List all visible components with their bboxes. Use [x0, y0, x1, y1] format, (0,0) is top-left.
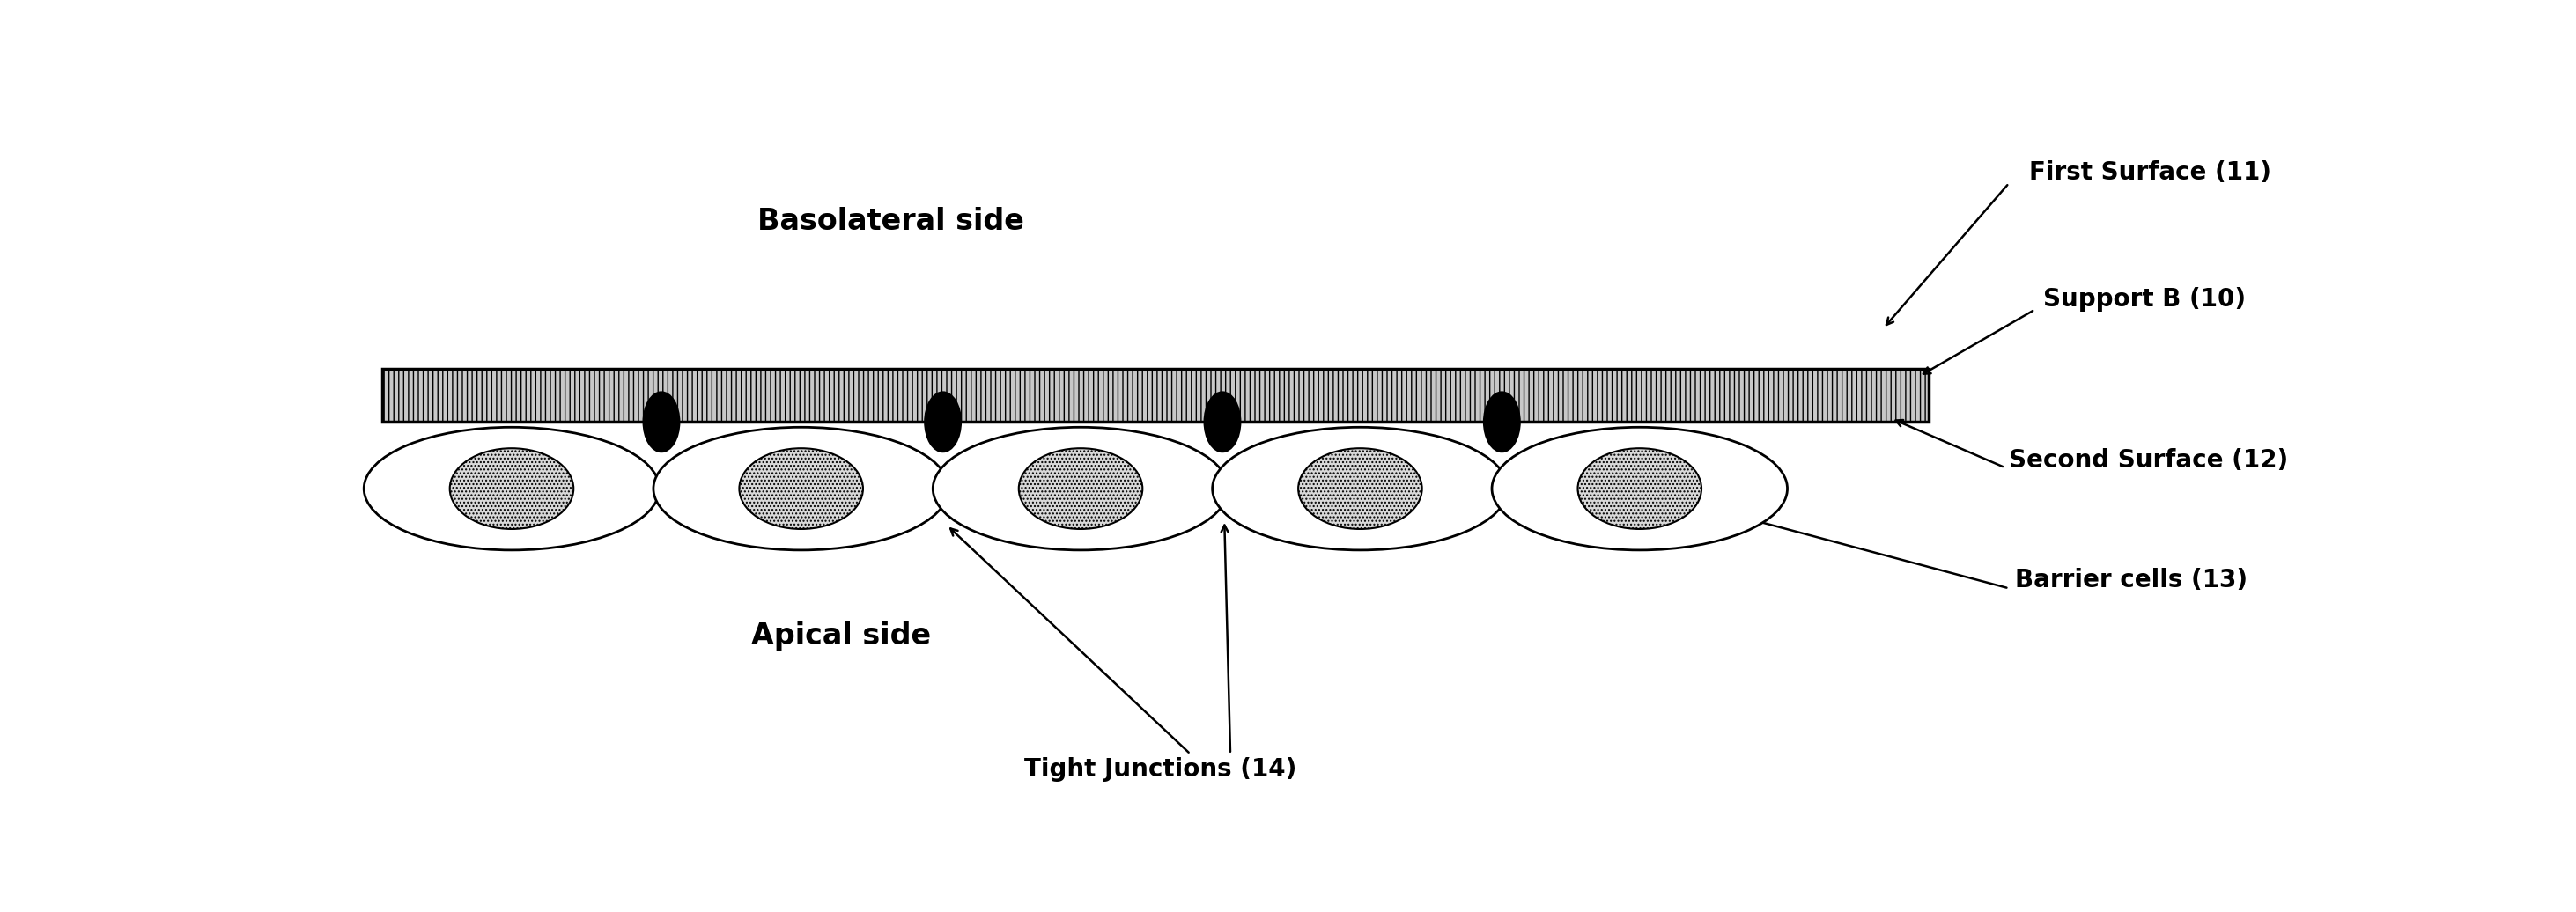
Ellipse shape — [739, 449, 863, 529]
Ellipse shape — [644, 392, 680, 451]
Ellipse shape — [451, 449, 574, 529]
Ellipse shape — [654, 427, 948, 550]
Ellipse shape — [925, 392, 961, 451]
Text: Tight Junctions (14): Tight Junctions (14) — [1025, 757, 1296, 782]
Text: Apical side: Apical side — [752, 622, 930, 650]
Ellipse shape — [1492, 427, 1788, 550]
Text: Basolateral side: Basolateral side — [757, 207, 1025, 236]
Ellipse shape — [363, 427, 659, 550]
Ellipse shape — [1018, 449, 1144, 529]
Ellipse shape — [1298, 449, 1422, 529]
Ellipse shape — [1577, 449, 1703, 529]
Text: First Surface (11): First Surface (11) — [2030, 161, 2272, 185]
Ellipse shape — [1484, 392, 1520, 451]
Text: Support B (10): Support B (10) — [2043, 286, 2246, 311]
Text: Barrier cells (13): Barrier cells (13) — [2014, 567, 2246, 592]
Bar — [381, 369, 1929, 422]
Ellipse shape — [933, 427, 1229, 550]
Ellipse shape — [1213, 427, 1507, 550]
Text: Second Surface (12): Second Surface (12) — [2009, 448, 2287, 473]
Ellipse shape — [1206, 392, 1242, 451]
